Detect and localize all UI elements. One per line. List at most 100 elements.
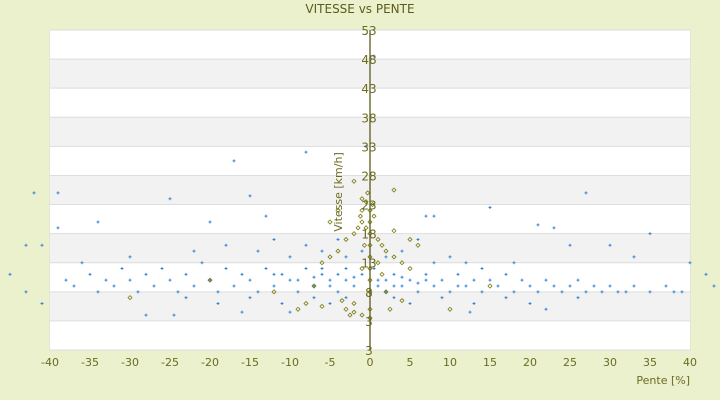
data-point — [168, 278, 172, 282]
data-point — [280, 272, 284, 276]
data-point — [288, 310, 292, 314]
y-tick-label: 18 — [361, 228, 376, 242]
data-point — [304, 150, 308, 154]
data-point — [296, 290, 300, 294]
data-point — [168, 197, 172, 201]
data-point — [387, 306, 393, 312]
data-point — [359, 219, 365, 225]
x-tick-label: 35 — [643, 356, 657, 369]
data-point — [512, 290, 516, 294]
data-point — [312, 296, 316, 300]
data-point — [40, 243, 44, 247]
data-point — [24, 243, 28, 247]
data-point — [8, 272, 12, 276]
data-point — [432, 284, 436, 288]
y-axis-label: Vitesse [km/h] — [332, 152, 345, 232]
data-point — [184, 272, 188, 276]
data-point — [352, 275, 356, 279]
y-tick-label: 48 — [361, 53, 376, 67]
data-point — [408, 301, 412, 305]
data-point — [351, 231, 357, 237]
data-point — [272, 272, 276, 276]
data-point — [312, 284, 316, 288]
data-point — [172, 313, 176, 317]
data-point — [384, 290, 388, 294]
data-point — [144, 313, 148, 317]
data-point — [319, 260, 325, 266]
data-point — [344, 278, 348, 282]
data-point — [364, 144, 368, 148]
data-point — [448, 290, 452, 294]
data-point — [712, 284, 716, 288]
data-point — [360, 272, 364, 276]
x-tick-label: 40 — [683, 356, 697, 369]
data-point — [344, 296, 348, 300]
data-point — [608, 243, 612, 247]
data-point — [472, 301, 476, 305]
data-point — [480, 267, 484, 271]
data-point — [272, 237, 276, 241]
data-point — [311, 283, 317, 289]
data-point — [320, 249, 324, 253]
data-point — [112, 284, 116, 288]
data-point — [336, 290, 340, 294]
data-point — [488, 205, 492, 209]
data-point — [383, 248, 389, 254]
data-point — [568, 284, 572, 288]
data-point — [127, 295, 133, 301]
data-point — [128, 255, 132, 259]
data-point — [407, 265, 413, 272]
data-point — [328, 284, 332, 288]
data-point — [363, 199, 369, 205]
data-point — [456, 284, 460, 288]
data-point — [520, 278, 524, 282]
data-point — [312, 275, 316, 279]
data-point — [256, 249, 260, 253]
data-point — [80, 261, 84, 265]
data-point — [576, 278, 580, 282]
data-point — [64, 278, 68, 282]
data-point — [400, 249, 404, 253]
data-point — [392, 272, 396, 276]
data-point — [383, 289, 389, 295]
data-point — [136, 290, 140, 294]
data-point — [472, 278, 476, 282]
data-point — [271, 289, 277, 295]
data-point — [232, 284, 236, 288]
data-point — [224, 243, 228, 247]
data-point — [664, 284, 668, 288]
data-point — [560, 290, 564, 294]
data-point — [343, 236, 349, 243]
data-point — [351, 178, 357, 184]
data-point — [392, 296, 396, 300]
data-point — [32, 191, 36, 195]
data-point — [379, 242, 385, 248]
x-tick-label: -30 — [121, 356, 139, 369]
data-point — [56, 226, 60, 230]
data-point — [344, 267, 348, 271]
data-point — [504, 272, 508, 276]
data-point — [365, 190, 371, 196]
data-point — [288, 278, 292, 282]
x-tick-label: 10 — [443, 356, 457, 369]
data-point — [192, 284, 196, 288]
data-point — [208, 220, 212, 224]
data-point — [304, 267, 308, 271]
data-point — [319, 303, 325, 309]
data-point — [504, 296, 508, 300]
x-tick-label: -5 — [325, 356, 336, 369]
data-point — [496, 284, 500, 288]
data-point — [335, 207, 341, 213]
data-point — [216, 301, 220, 305]
data-point — [72, 284, 76, 288]
data-point — [424, 278, 428, 282]
data-point — [280, 301, 284, 305]
data-point — [487, 283, 493, 289]
x-tick-label: -35 — [81, 356, 99, 369]
data-point — [616, 290, 620, 294]
data-point — [359, 265, 365, 272]
data-point — [327, 254, 333, 260]
data-point — [416, 290, 420, 294]
data-point — [328, 278, 332, 282]
